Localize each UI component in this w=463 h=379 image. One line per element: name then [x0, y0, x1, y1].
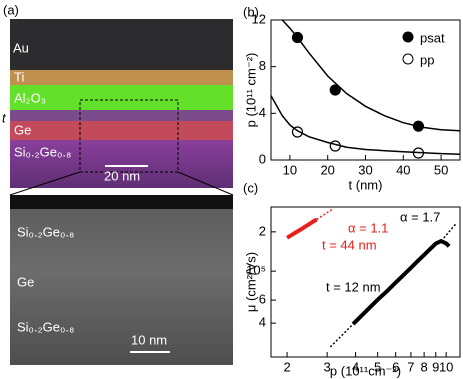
fit-line	[329, 323, 354, 348]
y-axis-label: p (10¹¹ cm⁻²)	[243, 53, 258, 128]
fit-line	[316, 207, 334, 221]
y-tick-label: 12	[252, 11, 266, 26]
x-tick-label: 30	[358, 162, 372, 177]
layer-label: Ge	[17, 274, 34, 289]
plot-frame	[270, 206, 461, 358]
data-line	[286, 217, 318, 240]
legend-label: psat	[420, 30, 445, 45]
zoom-line	[9, 171, 81, 196]
x-tick-label: 9	[432, 359, 439, 374]
panel-label: (a)	[3, 2, 19, 17]
series-label: t = 44 nm	[322, 237, 377, 252]
legend-label: pp	[420, 52, 434, 67]
x-axis-label: t (nm)	[349, 177, 383, 192]
series-label: t = 12 nm	[326, 279, 381, 294]
panel-label: (b)	[243, 4, 259, 19]
layer-label: Si₀.₂Ge₀.₈	[17, 319, 74, 334]
layer-label: Al₂O₃	[14, 90, 46, 105]
data-line	[281, 19, 461, 132]
layer-label: Au	[13, 40, 29, 55]
data-point	[329, 84, 341, 96]
x-tick-label: 7	[407, 359, 414, 374]
x-tick-label: 50	[434, 162, 448, 177]
x-tick-label: 20	[320, 162, 334, 177]
tem-image	[10, 19, 233, 188]
fit-line	[440, 223, 457, 242]
x-tick-label: 40	[396, 162, 410, 177]
x-tick-label: 10	[283, 162, 297, 177]
legend-marker	[402, 53, 414, 65]
thickness-label: t	[2, 110, 7, 125]
x-tick-label: 6	[392, 359, 399, 374]
layer-label: Si₀.₂Ge₀.₈	[14, 144, 71, 159]
layer-label: Ti	[14, 69, 24, 84]
y-tick-label: 0	[259, 151, 266, 166]
y-tick-label: 2	[259, 223, 266, 238]
layer-label: Ge	[14, 122, 31, 137]
scale-bar-label: 10 nm	[131, 332, 167, 347]
y-tick-label: 10⁵	[246, 263, 266, 278]
x-tick-label: 2	[283, 359, 290, 374]
zoom-line	[177, 171, 234, 196]
panel-label: (c)	[243, 180, 258, 195]
y-tick-label: 4	[259, 315, 266, 330]
y-tick-label: 8	[259, 58, 266, 73]
data-line	[270, 95, 461, 155]
y-axis-label: μ (cm²/Vs)	[243, 252, 258, 312]
annotation: α = 1.1	[348, 220, 388, 235]
x-tick-label: 8	[421, 359, 428, 374]
x-tick-label: 10	[439, 359, 453, 374]
layer-label: Si₀.₂Ge₀.₈	[17, 224, 74, 239]
y-tick-label: 6	[259, 292, 266, 307]
x-axis-label: p (10¹¹cm⁻²)	[330, 363, 401, 378]
annotation: α = 1.7	[400, 209, 440, 224]
x-tick-label: 4	[352, 359, 359, 374]
y-tick-label: 4	[259, 105, 266, 120]
legend-marker	[402, 31, 414, 43]
data-line	[351, 238, 451, 326]
scale-bar-label: 20 nm	[104, 168, 140, 183]
x-tick-label: 5	[374, 359, 381, 374]
x-tick-label: 3	[324, 359, 331, 374]
zoom-image	[10, 195, 233, 365]
